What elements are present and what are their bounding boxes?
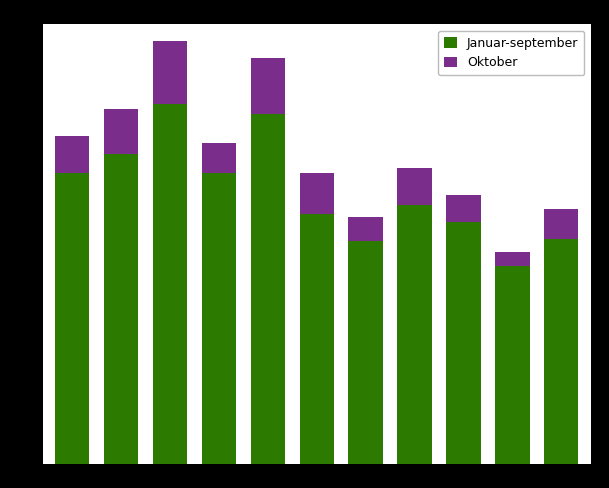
Bar	[495, 266, 530, 464]
Bar	[544, 239, 579, 464]
Bar	[348, 241, 382, 464]
Bar	[398, 168, 432, 205]
Bar	[251, 114, 285, 464]
Legend: Januar-september, Oktober: Januar-september, Oktober	[438, 31, 585, 76]
Bar	[153, 41, 187, 104]
Bar	[55, 173, 89, 464]
Bar	[348, 217, 382, 241]
Bar	[544, 208, 579, 239]
Bar	[104, 155, 138, 464]
Bar	[495, 252, 530, 266]
Bar	[153, 104, 187, 464]
Bar	[300, 173, 334, 214]
Bar	[446, 195, 481, 222]
Bar	[55, 136, 89, 173]
Bar	[300, 214, 334, 464]
Bar	[398, 205, 432, 464]
Bar	[446, 222, 481, 464]
Bar	[202, 142, 236, 173]
Bar	[104, 109, 138, 155]
Bar	[202, 173, 236, 464]
Bar	[251, 58, 285, 114]
